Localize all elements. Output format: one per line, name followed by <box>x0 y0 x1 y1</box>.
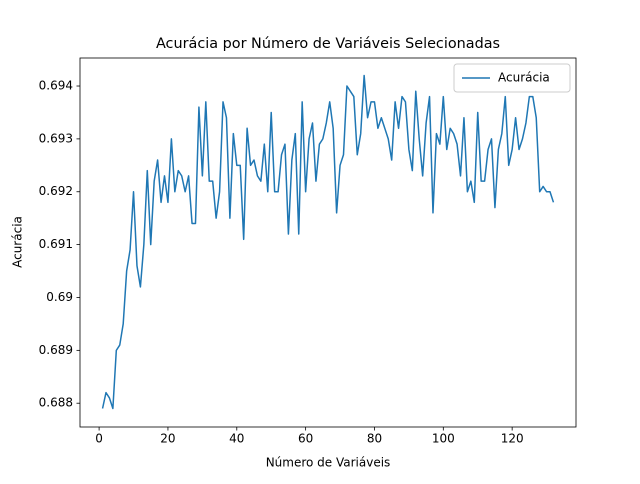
data-line <box>101 74 555 410</box>
axes-frame <box>79 57 577 428</box>
legend-label: Acurácia <box>498 71 550 85</box>
x-tick-label: 0 <box>95 432 103 446</box>
y-tick-label: 0.692 <box>39 184 73 198</box>
y-tick-label: 0.691 <box>39 237 73 251</box>
y-axis-label: Acurácia <box>11 216 25 268</box>
x-tick-label: 20 <box>160 432 175 446</box>
x-tick-label: 40 <box>229 432 244 446</box>
y-tick-label: 0.689 <box>39 343 73 357</box>
chart-title: Acurácia por Número de Variáveis Selecio… <box>156 36 500 52</box>
y-tick-label: 0.693 <box>39 131 73 145</box>
y-tick-label: 0.694 <box>39 79 73 93</box>
x-tick-label: 80 <box>367 432 382 446</box>
y-tick-label: 0.69 <box>46 290 73 304</box>
y-tick-label: 0.688 <box>39 396 73 410</box>
x-tick-label: 100 <box>432 432 455 446</box>
x-tick-label: 120 <box>501 432 524 446</box>
x-tick-label: 60 <box>298 432 313 446</box>
x-axis-label: Número de Variáveis <box>266 456 391 470</box>
legend-box <box>453 63 571 93</box>
